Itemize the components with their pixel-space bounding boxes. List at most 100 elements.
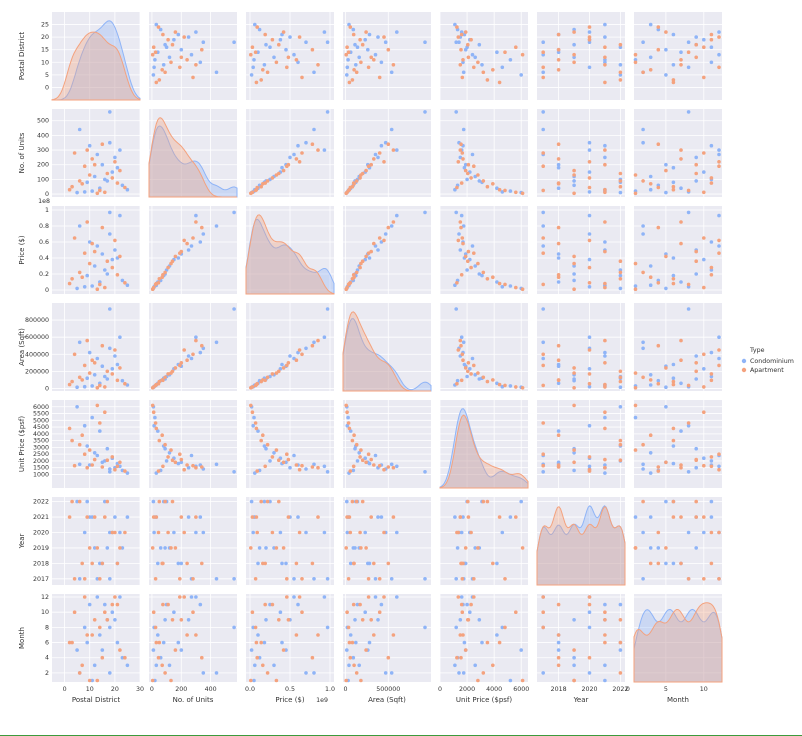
point-condominium-17 (125, 663, 130, 668)
point-apartment-4 (476, 60, 480, 65)
point-apartment-2 (200, 343, 204, 348)
point-apartment-14 (587, 25, 592, 29)
point-apartment-13 (90, 463, 94, 467)
point-condominium-18 (75, 385, 79, 390)
point-apartment-6 (466, 515, 471, 519)
point-apartment-1 (702, 236, 706, 240)
kde-apartment-3 (342, 311, 431, 392)
point-condominium-8 (495, 633, 499, 637)
point-apartment-17 (277, 42, 281, 47)
y-tick-label: 15 (41, 47, 49, 54)
point-apartment-8 (166, 37, 170, 42)
kde-condominium-3 (342, 318, 432, 392)
point-condominium-16 (353, 42, 357, 47)
point-condominium-11 (153, 58, 157, 62)
point-condominium-12 (103, 602, 107, 607)
point-apartment-0 (85, 148, 89, 152)
point-condominium-6 (186, 354, 191, 358)
point-apartment-8 (587, 372, 592, 376)
point-condominium-9 (702, 170, 706, 174)
point-apartment-0 (85, 633, 89, 637)
point-condominium-14 (587, 384, 592, 389)
point-condominium-3 (459, 595, 464, 599)
point-apartment-13 (185, 633, 189, 637)
point-apartment-8 (270, 455, 275, 459)
point-condominium-14 (345, 530, 350, 535)
point-apartment-17 (105, 259, 110, 264)
point-condominium-12 (465, 177, 469, 182)
point-apartment-6 (603, 55, 607, 60)
point-condominium-12 (465, 268, 469, 272)
y-tick-label: 4500 (33, 424, 49, 431)
point-condominium-1 (379, 240, 384, 244)
point-apartment-19 (351, 561, 356, 566)
point-apartment-4 (572, 371, 576, 375)
point-condominium-8 (556, 280, 561, 284)
point-condominium-9 (587, 257, 592, 262)
point-apartment-19 (161, 561, 165, 566)
point-condominium-1 (87, 143, 92, 148)
point-condominium-4 (648, 373, 653, 377)
point-condominium-17 (453, 663, 457, 668)
point-apartment-16 (95, 386, 100, 390)
kde-condominium-0 (52, 20, 141, 101)
point-apartment-11 (77, 270, 82, 275)
point-apartment-19 (115, 181, 120, 185)
point-condominium-8 (156, 633, 160, 637)
panel-6-0 (52, 594, 140, 682)
point-apartment-2 (200, 47, 204, 52)
point-condominium-15 (95, 453, 100, 458)
point-condominium-2 (556, 648, 561, 652)
point-condominium-7 (214, 577, 219, 581)
point-apartment-11 (618, 270, 623, 275)
point-apartment-18 (497, 515, 502, 519)
y-tick-label: 2022 (33, 499, 49, 506)
point-condominium-15 (717, 356, 721, 361)
point-condominium-4 (473, 663, 478, 668)
point-condominium-19 (201, 671, 206, 675)
point-apartment-1 (541, 151, 545, 155)
point-condominium-17 (253, 22, 257, 27)
point-condominium-12 (103, 374, 107, 379)
point-condominium-9 (110, 170, 115, 174)
point-condominium-8 (679, 429, 683, 433)
point-condominium-19 (641, 232, 645, 236)
point-condominium-6 (186, 465, 191, 470)
point-condominium-6 (113, 515, 117, 519)
point-apartment-7 (80, 182, 84, 186)
point-apartment-12 (702, 515, 706, 519)
point-condominium-9 (363, 37, 368, 42)
point-condominium-9 (110, 257, 115, 262)
point-condominium-11 (633, 415, 638, 420)
point-apartment-4 (572, 448, 576, 452)
point-condominium-19 (108, 530, 112, 535)
point-condominium-19 (201, 40, 206, 44)
point-condominium-6 (458, 618, 463, 622)
legend-marker-apartment (741, 367, 747, 373)
point-condominium-18 (664, 190, 668, 195)
point-apartment-5 (70, 438, 74, 443)
point-apartment-19 (556, 464, 561, 469)
point-condominium-4 (473, 174, 478, 179)
point-apartment-3 (587, 35, 592, 39)
point-apartment-6 (694, 55, 698, 60)
panel-2-4 (440, 206, 528, 294)
point-apartment-10 (463, 546, 468, 550)
point-condominium-8 (556, 381, 561, 386)
point-apartment-11 (265, 442, 270, 447)
point-apartment-11 (354, 442, 359, 447)
point-condominium-13 (671, 165, 676, 170)
point-condominium-11 (508, 384, 513, 388)
point-condominium-12 (465, 602, 469, 607)
point-apartment-15 (366, 65, 371, 70)
point-condominium-16 (477, 179, 482, 183)
point-apartment-3 (456, 348, 461, 352)
point-apartment-0 (458, 633, 463, 637)
point-apartment-3 (113, 160, 117, 164)
point-condominium-0 (423, 625, 427, 630)
point-condominium-16 (572, 272, 576, 276)
point-apartment-15 (366, 251, 371, 255)
point-apartment-16 (95, 546, 100, 550)
point-condominium-2 (463, 162, 468, 167)
point-apartment-5 (671, 379, 676, 384)
